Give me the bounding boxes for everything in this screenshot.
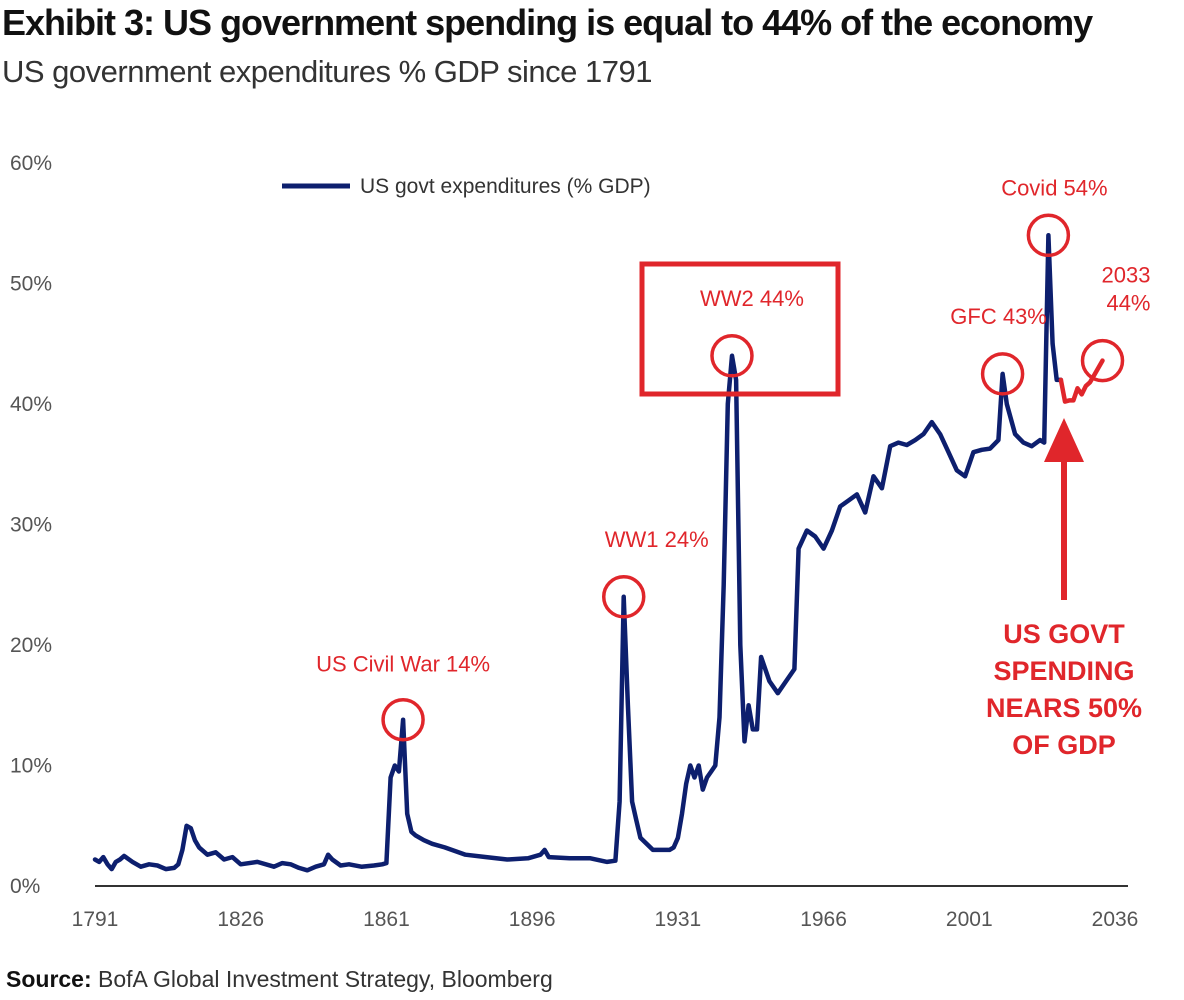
annotation-circle — [601, 575, 646, 619]
annotation-label: 2033 — [1102, 263, 1151, 288]
annotation-label: WW1 24% — [605, 527, 709, 552]
series-line-expenditures — [92, 233, 1064, 873]
x-axis-ticks: 1791 1826 1861 1896 1931 1966 2001 2036 — [72, 908, 1139, 931]
annotation-circle — [1080, 338, 1125, 383]
chart-title: Exhibit 3: US government spending is equ… — [2, 2, 1093, 43]
annotation-label: Covid 54% — [1001, 175, 1107, 200]
callout-arrow-head — [1044, 418, 1084, 462]
annotations: US Civil War 14% WW1 24% WW2 44% GFC 43% Cov… — [316, 175, 1151, 742]
annotation-label: US Civil War 14% — [316, 652, 490, 677]
annotation-circle — [1026, 213, 1071, 258]
callout-line: NEARS 50% — [986, 693, 1142, 723]
x-tick-label: 1861 — [363, 908, 410, 931]
y-axis-ticks: 0% 10% 20% 30% 40% 50% 60% — [10, 152, 52, 898]
callout-line: SPENDING — [993, 656, 1134, 686]
callout-line: US GOVT — [1003, 619, 1125, 649]
y-tick-label: 40% — [10, 393, 52, 416]
legend-label: US govt expenditures (% GDP) — [360, 175, 651, 198]
y-tick-label: 20% — [10, 634, 52, 657]
annotation-circle — [980, 352, 1025, 396]
x-tick-label: 2001 — [946, 908, 993, 931]
x-tick-label: 1826 — [217, 908, 264, 931]
x-tick-label: 2036 — [1092, 908, 1139, 931]
y-tick-label: 50% — [10, 273, 52, 296]
source-label: Source: — [6, 966, 92, 992]
x-tick-label: 1931 — [654, 908, 701, 931]
callout: US GOVT SPENDING NEARS 50% OF GDP — [986, 418, 1142, 760]
source-note: Source: BofA Global Investment Strategy,… — [6, 966, 553, 993]
callout-line: OF GDP — [1012, 730, 1116, 760]
annotation-label: GFC 43% — [950, 304, 1047, 329]
x-tick-label: 1966 — [800, 908, 847, 931]
legend: US govt expenditures (% GDP) — [282, 175, 651, 198]
series-layer — [92, 233, 1105, 873]
y-tick-label: 10% — [10, 755, 52, 778]
annotation-label: 44% — [1106, 291, 1150, 316]
ww2-highlight-box — [639, 261, 841, 397]
x-tick-label: 1896 — [509, 908, 556, 931]
y-tick-label: 30% — [10, 514, 52, 537]
x-tick-label: 1791 — [72, 908, 119, 931]
line-chart: 0% 10% 20% 30% 40% 50% 60% 1791 1826 1861 1896 193… — [10, 152, 1151, 931]
chart-subtitle: US government expenditures % GDP since 1… — [2, 54, 652, 89]
y-tick-label: 0% — [10, 875, 40, 898]
y-tick-label: 60% — [10, 152, 52, 175]
annotation-circle — [710, 334, 754, 378]
annotation-circle — [381, 697, 425, 742]
annotation-label: WW2 44% — [700, 286, 804, 311]
source-text: BofA Global Investment Strategy, Bloombe… — [98, 966, 553, 992]
